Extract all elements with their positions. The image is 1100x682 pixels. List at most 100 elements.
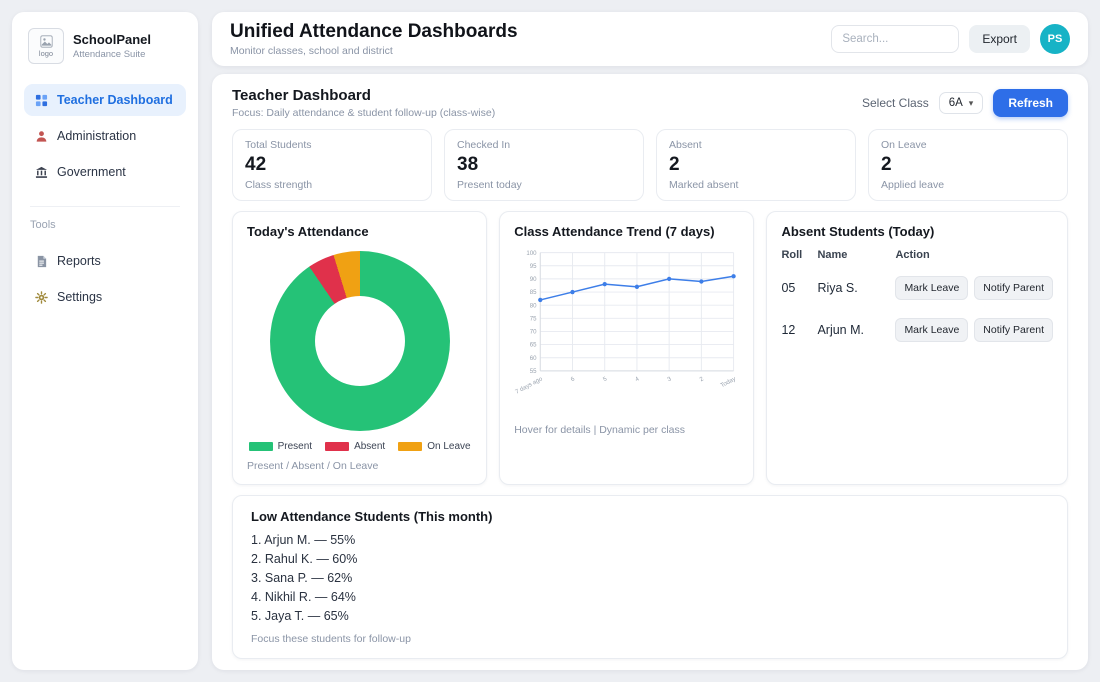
donut-hole bbox=[314, 296, 405, 386]
charts-row: Today's Attendance Present Absent bbox=[232, 211, 1068, 485]
brand: logo SchoolPanel Attendance Suite bbox=[24, 26, 186, 76]
svg-text:4: 4 bbox=[634, 375, 641, 383]
panel-titles: Teacher Dashboard Focus: Daily attendanc… bbox=[232, 87, 495, 119]
select-class-label: Select Class bbox=[862, 96, 929, 110]
list-item: 1. Arjun M. — 55% bbox=[251, 533, 356, 547]
legend-swatch-present bbox=[248, 442, 273, 451]
page-subtitle: Monitor classes, school and district bbox=[230, 45, 393, 57]
chevron-down-icon: ▾ bbox=[968, 97, 974, 108]
list-item: 2. Rahul K. — 60% bbox=[251, 552, 358, 566]
donut-chart[interactable] bbox=[269, 251, 450, 431]
teacher-dashboard-panel: Teacher Dashboard Focus: Daily attendanc… bbox=[212, 74, 1088, 670]
list-item: 5. Jaya T. — 65% bbox=[251, 609, 349, 623]
table-row: 05 Riya S. Mark Leave Notify Parent bbox=[781, 267, 1053, 309]
reports-icon bbox=[34, 255, 48, 268]
mark-leave-button[interactable]: Mark Leave bbox=[895, 318, 969, 342]
sidebar-item-label: Government bbox=[57, 165, 126, 179]
svg-text:100: 100 bbox=[527, 250, 538, 257]
svg-text:2: 2 bbox=[699, 375, 706, 383]
svg-text:95: 95 bbox=[530, 263, 537, 270]
export-button[interactable]: Export bbox=[969, 25, 1030, 53]
trend-chart[interactable]: 55 60 65 70 75 80 85 90 95 100 7 days ago 6 5 4 3 2 Toda… bbox=[514, 247, 739, 414]
search-input[interactable] bbox=[831, 25, 960, 53]
panel-controls: Select Class 6A ▾ Refresh bbox=[862, 89, 1068, 117]
absent-table-title: Absent Students (Today) bbox=[781, 224, 935, 239]
absent-students-card: Absent Students (Today) Roll Name Action… bbox=[766, 211, 1068, 485]
brand-text: SchoolPanel Attendance Suite bbox=[73, 32, 151, 60]
svg-text:90: 90 bbox=[530, 276, 537, 283]
low-attendance-note: Focus these students for follow-up bbox=[251, 633, 411, 645]
sidebar-tools-nav: Reports Settings bbox=[24, 245, 186, 313]
gear-icon bbox=[34, 290, 48, 304]
svg-text:3: 3 bbox=[667, 375, 674, 383]
sidebar-item-teacher-dashboard[interactable]: Teacher Dashboard bbox=[24, 84, 186, 116]
column-header-name: Name bbox=[817, 249, 848, 261]
roll-cell: 05 bbox=[781, 281, 796, 295]
low-attendance-list: 1. Arjun M. — 55% 2. Rahul K. — 60% 3. S… bbox=[251, 533, 1049, 623]
panel-header: Teacher Dashboard Focus: Daily attendanc… bbox=[232, 87, 1068, 119]
administration-icon bbox=[34, 130, 48, 143]
app-name: SchoolPanel bbox=[73, 32, 152, 47]
sidebar-item-settings[interactable]: Settings bbox=[24, 281, 186, 313]
svg-text:85: 85 bbox=[530, 289, 537, 296]
svg-text:65: 65 bbox=[530, 342, 537, 349]
attendance-trend-card: Class Attendance Trend (7 days) 55 60 65 70… bbox=[499, 211, 755, 485]
header-titles: Unified Attendance Dashboards Monitor cl… bbox=[230, 21, 518, 57]
logo-alt-text: logo bbox=[38, 48, 54, 58]
top-header: Unified Attendance Dashboards Monitor cl… bbox=[212, 12, 1088, 66]
app-logo: logo bbox=[28, 28, 64, 64]
stat-card-total-students: Total Students 42 Class strength bbox=[232, 129, 432, 201]
actions-cell: Mark Leave Notify Parent bbox=[895, 318, 1053, 342]
mark-leave-button[interactable]: Mark Leave bbox=[895, 276, 969, 300]
list-item: 4. Nikhil R. — 64% bbox=[251, 590, 356, 604]
class-select[interactable]: 6A ▾ bbox=[938, 92, 984, 114]
header-actions: Export PS bbox=[831, 24, 1070, 54]
avatar[interactable]: PS bbox=[1040, 24, 1070, 54]
main-content: Unified Attendance Dashboards Monitor cl… bbox=[212, 12, 1088, 670]
sidebar-item-administration[interactable]: Administration bbox=[24, 120, 186, 152]
refresh-button[interactable]: Refresh bbox=[993, 89, 1068, 117]
sidebar-item-government[interactable]: Government bbox=[24, 156, 186, 188]
donut-legend: Present Absent On Leave bbox=[247, 441, 472, 452]
svg-text:55: 55 bbox=[530, 368, 537, 375]
donut-chart-title: Today's Attendance bbox=[247, 224, 369, 239]
stat-card-on-leave: On Leave 2 Applied leave bbox=[868, 129, 1068, 201]
trend-chart-title: Class Attendance Trend (7 days) bbox=[514, 224, 715, 239]
name-cell: Riya S. bbox=[817, 281, 858, 295]
sidebar-item-label: Reports bbox=[57, 254, 101, 268]
svg-text:5: 5 bbox=[602, 375, 609, 383]
legend-swatch-absent bbox=[325, 442, 350, 451]
stat-card-checked-in: Checked In 38 Present today bbox=[444, 129, 644, 201]
svg-text:6: 6 bbox=[570, 375, 577, 383]
trend-caption: Hover for details | Dynamic per class bbox=[514, 424, 686, 437]
svg-text:60: 60 bbox=[530, 355, 537, 362]
stat-card-absent: Absent 2 Marked absent bbox=[656, 129, 856, 201]
legend-item-absent[interactable]: Absent bbox=[325, 441, 385, 452]
broken-image-icon bbox=[39, 34, 53, 48]
page-title: Unified Attendance Dashboards bbox=[230, 21, 518, 42]
tools-section-label: Tools bbox=[30, 206, 180, 231]
svg-text:70: 70 bbox=[530, 329, 537, 336]
section-title: Teacher Dashboard bbox=[232, 87, 371, 104]
legend-item-present[interactable]: Present bbox=[248, 441, 312, 452]
column-header-action: Action bbox=[895, 249, 930, 261]
stat-cards: Total Students 42 Class strength Checked… bbox=[232, 129, 1068, 201]
list-item: 3. Sana P. — 62% bbox=[251, 571, 353, 585]
svg-text:80: 80 bbox=[530, 302, 537, 309]
legend-item-on-leave[interactable]: On Leave bbox=[398, 441, 471, 452]
donut-caption: Present / Absent / On Leave bbox=[247, 460, 379, 472]
app-subtitle: Attendance Suite bbox=[73, 49, 146, 60]
low-attendance-title: Low Attendance Students (This month) bbox=[251, 509, 493, 524]
sidebar: logo SchoolPanel Attendance Suite Teache… bbox=[12, 12, 198, 670]
name-cell: Arjun M. bbox=[817, 323, 864, 337]
roll-cell: 12 bbox=[781, 323, 796, 337]
section-subtitle: Focus: Daily attendance & student follow… bbox=[232, 107, 496, 119]
sidebar-item-reports[interactable]: Reports bbox=[24, 245, 186, 277]
notify-parent-button[interactable]: Notify Parent bbox=[974, 318, 1053, 342]
notify-parent-button[interactable]: Notify Parent bbox=[974, 276, 1053, 300]
table-row: 12 Arjun M. Mark Leave Notify Parent bbox=[781, 309, 1053, 351]
actions-cell: Mark Leave Notify Parent bbox=[895, 276, 1053, 300]
svg-text:Today: Today bbox=[720, 375, 738, 389]
class-select-value: 6A bbox=[948, 97, 963, 109]
